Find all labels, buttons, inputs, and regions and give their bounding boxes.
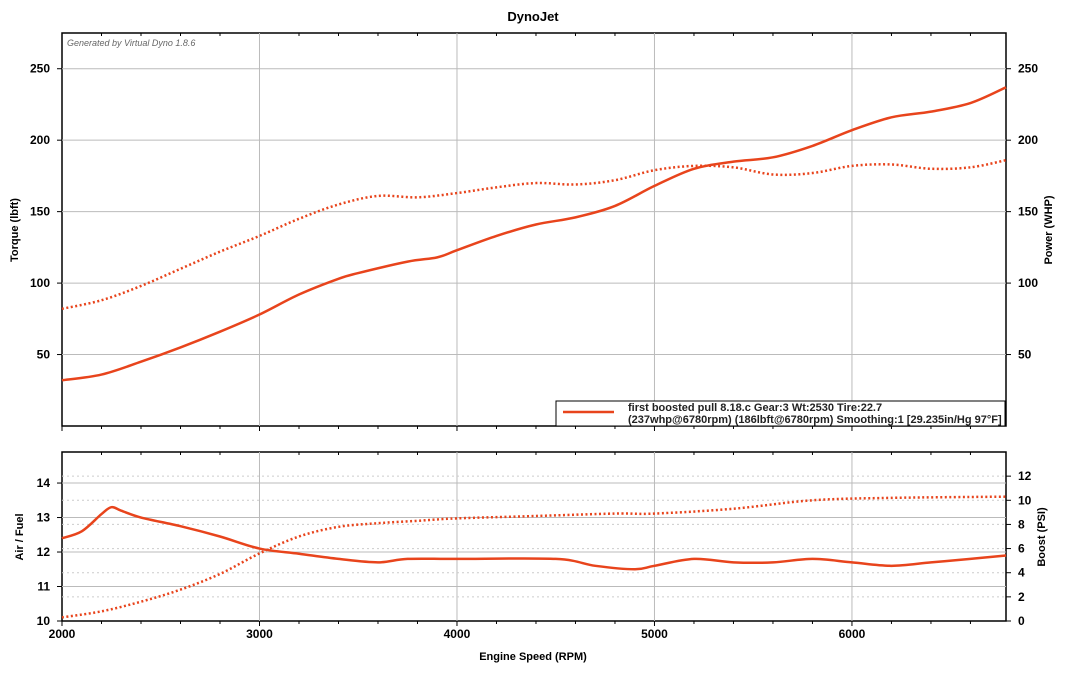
x-axis-label: Engine Speed (RPM): [479, 651, 587, 663]
legend-line-2: (237whp@6780rpm) (186lbft@6780rpm) Smoot…: [628, 414, 1002, 426]
y2-tick-label: 250: [1018, 62, 1038, 76]
y-tick-label: 50: [37, 348, 51, 362]
y2-tick-label: 150: [1018, 205, 1038, 219]
plot-area: [61, 32, 1007, 427]
y2-tick-label: 50: [1018, 348, 1032, 362]
x-tick-label: 3000: [246, 627, 273, 641]
y-tick-label: 13: [37, 511, 51, 525]
y2-tick-label: 8: [1018, 517, 1025, 531]
bottom-y-label: Air / Fuel: [14, 513, 26, 560]
legend-line-1: first boosted pull 8.18.c Gear:3 Wt:2530…: [628, 402, 882, 414]
series-line-torque-lbft: [61, 158, 1007, 311]
y2-tick-label: 2: [1018, 590, 1025, 604]
y2-tick-label: 12: [1018, 469, 1032, 483]
y2-tick-label: 0: [1018, 614, 1025, 628]
watermark: Generated by Virtual Dyno 1.8.6: [67, 38, 195, 48]
y2-tick-label: 4: [1018, 566, 1025, 580]
series-line-boost-psi: [61, 495, 1007, 619]
y-tick-label: 14: [37, 476, 51, 490]
y-tick-label: 100: [30, 276, 50, 290]
y2-tick-label: 200: [1018, 133, 1038, 147]
top-y2-label: Power (WHP): [1043, 195, 1055, 264]
y-tick-label: 200: [30, 133, 50, 147]
series-line-power-whp: [61, 86, 1007, 382]
bottom-y2-label: Boost (PSI): [1036, 507, 1048, 567]
y-tick-label: 12: [37, 545, 51, 559]
y-tick-label: 150: [30, 205, 50, 219]
x-tick-label: 2000: [49, 627, 76, 641]
y-tick-label: 10: [37, 614, 51, 628]
legend: first boosted pull 8.18.c Gear:3 Wt:2530…: [555, 400, 1006, 427]
y2-tick-label: 6: [1018, 542, 1025, 556]
top-y-label: Torque (lbft): [9, 198, 21, 262]
x-tick-label: 5000: [641, 627, 668, 641]
plot-area: [61, 451, 1007, 622]
y-tick-label: 250: [30, 62, 50, 76]
chart-title: DynoJet: [507, 9, 559, 24]
x-tick-label: 4000: [444, 627, 471, 641]
series-line-air-fuel: [61, 505, 1007, 571]
y2-tick-label: 10: [1018, 493, 1032, 507]
y2-tick-label: 100: [1018, 276, 1038, 290]
x-tick-label: 6000: [839, 627, 866, 641]
y-tick-label: 11: [37, 580, 50, 594]
